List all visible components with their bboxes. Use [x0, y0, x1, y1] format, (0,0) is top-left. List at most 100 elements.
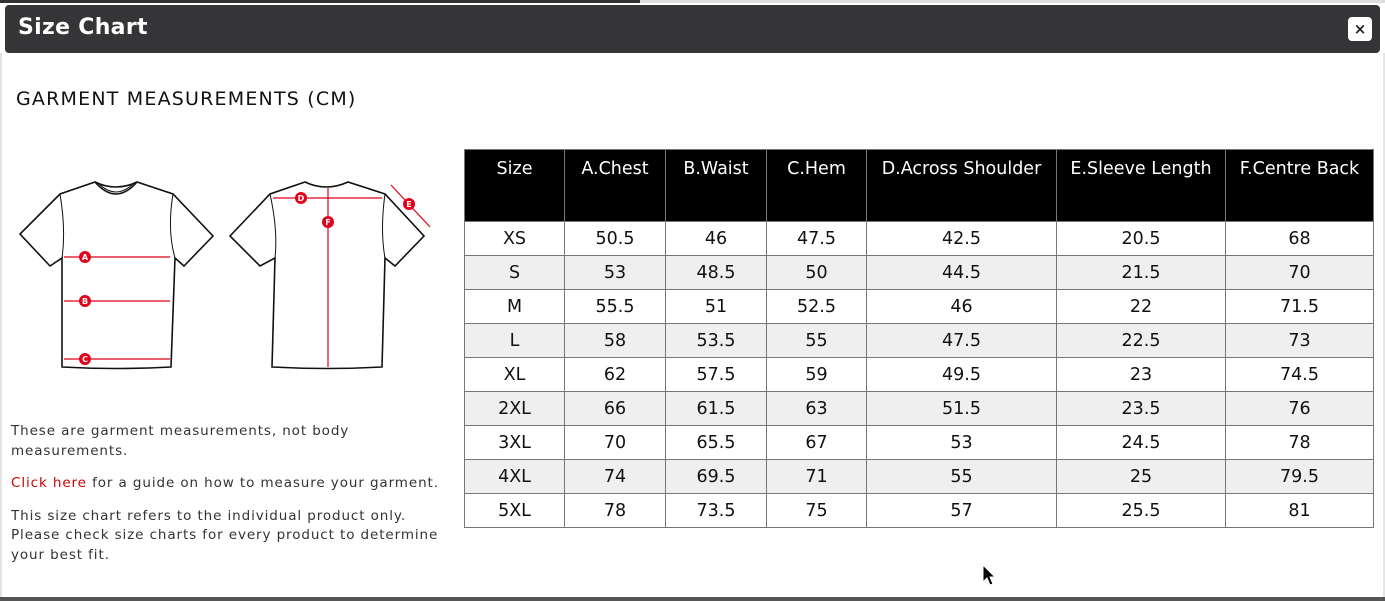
- marker-d: [295, 192, 307, 204]
- table-row: 5XL 78 73.5 75 57 25.5 81: [464, 493, 1374, 528]
- marker-e: [403, 198, 415, 210]
- note-garment: These are garment measurements, not body…: [11, 423, 350, 459]
- table-row: XL 62 57.5 59 49.5 23 74.5: [464, 357, 1374, 392]
- section-heading: GARMENT MEASUREMENTS (CM): [16, 88, 357, 110]
- measurement-cell: 46: [665, 221, 767, 256]
- measurement-cell: 57: [866, 493, 1057, 528]
- table-header-row: Size A.Chest B.Waist C.Hem D.Across Shoulder…: [464, 149, 1374, 222]
- column-header: E.Sleeve Length: [1056, 149, 1226, 222]
- marker-a: [79, 251, 91, 263]
- measurement-cell: 70: [1225, 255, 1374, 290]
- measurement-cell: 78: [1225, 425, 1374, 460]
- measurement-cell: 25.5: [1056, 493, 1226, 528]
- measurement-cell: 75: [766, 493, 867, 528]
- measurement-cell: 71: [766, 459, 867, 494]
- measurement-cell: 22: [1056, 289, 1226, 324]
- measurement-cell: 66: [564, 391, 666, 426]
- measurement-cell: 58: [564, 323, 666, 358]
- measurement-cell: 53: [564, 255, 666, 290]
- measurement-cell: 53: [866, 425, 1057, 460]
- measurement-cell: 52.5: [766, 289, 867, 324]
- measurement-cell: 69.5: [665, 459, 767, 494]
- measurement-cell: 62: [564, 357, 666, 392]
- marker-b: [79, 295, 91, 307]
- measurement-cell: 20.5: [1056, 221, 1226, 256]
- column-header: B.Waist: [665, 149, 767, 222]
- measurement-cell: 50.5: [564, 221, 666, 256]
- column-header: F.Centre Back: [1225, 149, 1374, 222]
- size-cell: S: [464, 255, 565, 290]
- measurement-cell: 23.5: [1056, 391, 1226, 426]
- measurement-cell: 53.5: [665, 323, 767, 358]
- measurement-cell: 51: [665, 289, 767, 324]
- measurement-cell: 42.5: [866, 221, 1057, 256]
- bottom-edge: [0, 597, 1385, 601]
- table-row: M 55.5 51 52.5 46 22 71.5: [464, 289, 1374, 324]
- measurement-cell: 65.5: [665, 425, 767, 460]
- column-header: Size: [464, 149, 565, 222]
- svg-text:B: B: [82, 297, 88, 306]
- table-row: S 53 48.5 50 44.5 21.5 70: [464, 255, 1374, 290]
- measurement-cell: 49.5: [866, 357, 1057, 392]
- measurement-cell: 50: [766, 255, 867, 290]
- measurement-cell: 71.5: [1225, 289, 1374, 324]
- size-table: Size A.Chest B.Waist C.Hem D.Across Shoulder…: [464, 149, 1374, 528]
- table-row: 4XL 74 69.5 71 55 25 79.5: [464, 459, 1374, 494]
- measurement-cell: 51.5: [866, 391, 1057, 426]
- svg-text:C: C: [82, 355, 88, 364]
- measurement-cell: 59: [766, 357, 867, 392]
- column-header: D.Across Shoulder: [866, 149, 1057, 222]
- measurement-cell: 55: [866, 459, 1057, 494]
- close-button[interactable]: ×: [1348, 17, 1372, 41]
- size-cell: 3XL: [464, 425, 565, 460]
- size-cell: 2XL: [464, 391, 565, 426]
- tshirt-diagram: A B C D F E: [18, 181, 431, 370]
- measure-guide-link[interactable]: Click here: [11, 475, 87, 491]
- table-row: L 58 53.5 55 47.5 22.5 73: [464, 323, 1374, 358]
- measurement-cell: 25: [1056, 459, 1226, 494]
- column-header: C.Hem: [766, 149, 867, 222]
- measurement-cell: 47.5: [866, 323, 1057, 358]
- measurement-cell: 74: [564, 459, 666, 494]
- front-tshirt-icon: [18, 181, 215, 370]
- mouse-cursor-icon: [982, 564, 997, 586]
- marker-f: [322, 216, 334, 228]
- size-cell: M: [464, 289, 565, 324]
- note-product: This size chart refers to the individual…: [11, 507, 439, 563]
- table-row: XS 50.5 46 47.5 42.5 20.5 68: [464, 221, 1374, 256]
- svg-text:A: A: [82, 253, 89, 262]
- note-guide: Click here for a guide on how to measure…: [11, 475, 439, 491]
- size-cell: XS: [464, 221, 565, 256]
- measurement-cell: 68: [1225, 221, 1374, 256]
- measurement-cell: 70: [564, 425, 666, 460]
- size-notes: These are garment measurements, not body…: [11, 422, 441, 578]
- size-cell: L: [464, 323, 565, 358]
- top-edge: [0, 0, 1385, 3]
- measurement-cell: 73.5: [665, 493, 767, 528]
- size-cell: 4XL: [464, 459, 565, 494]
- table-row: 2XL 66 61.5 63 51.5 23.5 76: [464, 391, 1374, 426]
- measurement-cell: 21.5: [1056, 255, 1226, 290]
- dialog-header: Size Chart ×: [5, 5, 1380, 53]
- measurement-cell: 44.5: [866, 255, 1057, 290]
- measurement-cell: 61.5: [665, 391, 767, 426]
- svg-text:D: D: [298, 194, 305, 203]
- column-header: A.Chest: [564, 149, 666, 222]
- table-row: 3XL 70 65.5 67 53 24.5 78: [464, 425, 1374, 460]
- measurement-cell: 48.5: [665, 255, 767, 290]
- dialog-title: Size Chart: [18, 15, 148, 40]
- measurement-cell: 67: [766, 425, 867, 460]
- size-cell: 5XL: [464, 493, 565, 528]
- measurement-cell: 76: [1225, 391, 1374, 426]
- dialog-border-right: [1383, 53, 1385, 598]
- measurement-cell: 47.5: [766, 221, 867, 256]
- measurement-cell: 46: [866, 289, 1057, 324]
- measurement-cell: 55: [766, 323, 867, 358]
- back-tshirt-icon: [228, 181, 426, 370]
- size-cell: XL: [464, 357, 565, 392]
- measurement-cell: 22.5: [1056, 323, 1226, 358]
- svg-text:F: F: [325, 218, 330, 227]
- front-markers: A B C: [79, 251, 91, 365]
- measurement-cell: 73: [1225, 323, 1374, 358]
- measurement-cell: 63: [766, 391, 867, 426]
